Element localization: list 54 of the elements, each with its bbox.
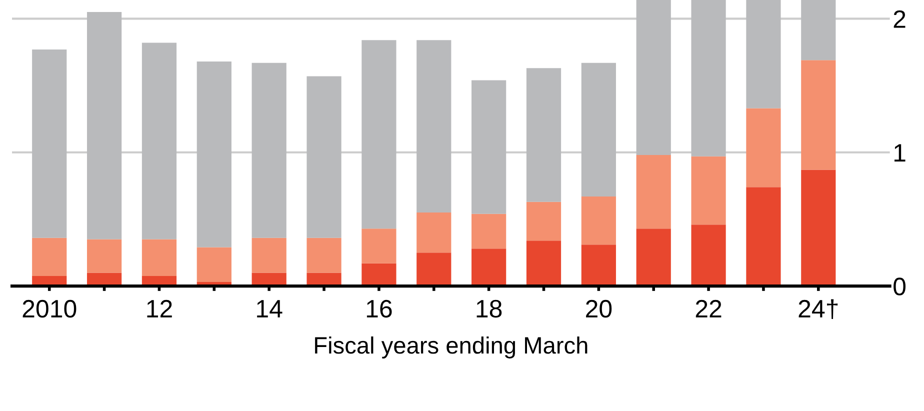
bar: [362, 228, 396, 264]
x-tick-label: 20: [586, 300, 612, 318]
bar: [252, 62, 286, 238]
bar: [581, 62, 616, 196]
bar: [416, 252, 452, 286]
y-tick-label: 1: [894, 144, 906, 162]
bar: [362, 263, 396, 286]
bar: [746, 108, 781, 188]
bar: [86, 272, 122, 286]
bar: [306, 76, 342, 238]
bar: [196, 247, 232, 282]
bar: [526, 202, 562, 241]
bar: [306, 272, 342, 286]
bar: [801, 60, 836, 170]
x-tick-label: 14: [257, 300, 282, 318]
bar: [691, 224, 726, 286]
bar: [252, 238, 286, 273]
bar: [746, 0, 781, 108]
x-tick-label: 18: [476, 300, 502, 318]
bar: [526, 240, 562, 286]
x-tick-label: 12: [147, 300, 172, 318]
bar: [472, 248, 506, 286]
x-tick-label: 24†: [798, 299, 838, 320]
bar: [691, 156, 726, 225]
bar: [472, 80, 506, 214]
bar: [691, 0, 726, 156]
x-tick-label: 2010: [22, 300, 76, 318]
x-tick-label: 16: [366, 300, 392, 318]
bar: [636, 228, 671, 286]
bar: [196, 61, 232, 248]
bar: [636, 155, 671, 229]
bar: [472, 214, 506, 249]
bar: [581, 244, 616, 286]
bar: [86, 12, 122, 240]
x-axis-title: Fiscal years ending March: [315, 336, 588, 358]
bar: [801, 170, 836, 286]
bar: [86, 239, 122, 273]
bar: [306, 238, 342, 273]
bar: [526, 68, 562, 202]
bar: [252, 272, 286, 286]
bar: [746, 187, 781, 286]
bar: [32, 49, 67, 238]
bar: [416, 40, 452, 213]
bar: [142, 42, 177, 240]
bar: [142, 239, 177, 276]
bar: [416, 212, 452, 253]
x-tick-label: 22: [696, 300, 722, 318]
y-tick-label: 2: [894, 10, 906, 28]
bar: [362, 40, 396, 229]
bar: [636, 0, 671, 156]
bar: [32, 238, 67, 276]
y-tick-label: 0: [894, 278, 906, 296]
bar: [801, 0, 836, 60]
bar: [581, 196, 616, 245]
